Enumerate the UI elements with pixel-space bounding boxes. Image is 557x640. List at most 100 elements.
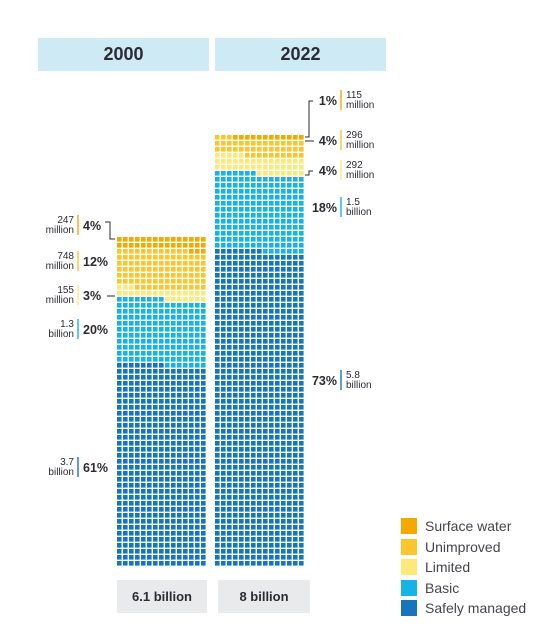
waffle-cell: [275, 207, 280, 212]
waffle-cell: [215, 279, 220, 284]
waffle-cell: [281, 459, 286, 464]
waffle-cell: [221, 315, 226, 320]
waffle-cell: [299, 345, 304, 350]
waffle-cell: [123, 501, 128, 506]
waffle-cell: [269, 183, 274, 188]
waffle-cell: [215, 411, 220, 416]
waffle-cell: [165, 237, 170, 242]
waffle-cell: [257, 345, 262, 350]
waffle-cell: [183, 555, 188, 560]
waffle-cell: [183, 375, 188, 380]
waffle-cell: [269, 561, 274, 566]
waffle-cell: [129, 393, 134, 398]
waffle-cell: [251, 465, 256, 470]
waffle-cell: [215, 201, 220, 206]
waffle-cell: [245, 543, 250, 548]
waffle-cell: [215, 135, 220, 140]
waffle-cell: [227, 381, 232, 386]
waffle-cell: [195, 483, 200, 488]
waffle-cell: [153, 417, 158, 422]
waffle-cell: [141, 405, 146, 410]
waffle-cell: [287, 147, 292, 152]
waffle-cell: [299, 261, 304, 266]
waffle-cell: [147, 447, 152, 452]
waffle-cell: [189, 429, 194, 434]
waffle-cell: [177, 453, 182, 458]
amount-2000-basic-unit: billion: [48, 329, 74, 340]
waffle-cell: [293, 387, 298, 392]
waffle-cell: [299, 363, 304, 368]
waffle-cell: [233, 477, 238, 482]
waffle-cell: [257, 177, 262, 182]
waffle-cell: [299, 549, 304, 554]
percent-2000-basic: 20%: [83, 323, 108, 337]
waffle-cell: [201, 543, 206, 548]
waffle-cell: [299, 429, 304, 434]
waffle-cell: [221, 393, 226, 398]
waffle-cell: [117, 309, 122, 314]
waffle-cell: [183, 405, 188, 410]
waffle-cell: [153, 375, 158, 380]
waffle-cell: [171, 465, 176, 470]
waffle-cell: [293, 279, 298, 284]
waffle-cell: [269, 321, 274, 326]
amount-2022-unimproved-unit: million: [346, 140, 374, 151]
waffle-cell: [141, 309, 146, 314]
waffle-cell: [117, 327, 122, 332]
waffle-cell: [251, 435, 256, 440]
waffle-cell: [215, 537, 220, 542]
waffle-cell: [153, 333, 158, 338]
waffle-cell: [251, 513, 256, 518]
waffle-cell: [117, 399, 122, 404]
waffle-cell: [227, 537, 232, 542]
waffle-cell: [299, 387, 304, 392]
waffle-cell: [263, 321, 268, 326]
waffle-cell: [287, 159, 292, 164]
waffle-cell: [269, 315, 274, 320]
waffle-cell: [221, 285, 226, 290]
waffle-cell: [233, 141, 238, 146]
waffle-cell: [299, 537, 304, 542]
waffle-cell: [201, 333, 206, 338]
waffle-cell: [221, 333, 226, 338]
waffle-cell: [141, 531, 146, 536]
waffle-cell: [275, 183, 280, 188]
waffle-cell: [129, 297, 134, 302]
waffle-cell: [281, 489, 286, 494]
waffle-cell: [287, 525, 292, 530]
waffle-cell: [189, 405, 194, 410]
waffle-cell: [221, 249, 226, 254]
waffle-cell: [201, 411, 206, 416]
waffle-cell: [221, 423, 226, 428]
waffle-cell: [269, 549, 274, 554]
waffle-cell: [281, 201, 286, 206]
waffle-cell: [153, 465, 158, 470]
waffle-cell: [221, 159, 226, 164]
waffle-cell: [287, 273, 292, 278]
waffle-cell: [227, 447, 232, 452]
waffle-cell: [129, 453, 134, 458]
waffle-cell: [275, 171, 280, 176]
waffle-cell: [293, 447, 298, 452]
waffle-cell: [287, 543, 292, 548]
waffle-cell: [275, 327, 280, 332]
waffle-cell: [147, 339, 152, 344]
waffle-cell: [153, 501, 158, 506]
waffle-cell: [201, 291, 206, 296]
waffle-cell: [293, 537, 298, 542]
waffle-cell: [299, 399, 304, 404]
waffle-cell: [275, 369, 280, 374]
waffle-cell: [239, 393, 244, 398]
waffle-cell: [129, 273, 134, 278]
waffle-cell: [177, 483, 182, 488]
waffle-cell: [183, 309, 188, 314]
waffle-cell: [153, 261, 158, 266]
waffle-cell: [129, 351, 134, 356]
waffle-cell: [263, 543, 268, 548]
waffle-cell: [299, 303, 304, 308]
waffle-cell: [117, 555, 122, 560]
waffle-cell: [221, 543, 226, 548]
waffle-cell: [245, 555, 250, 560]
waffle-cell: [269, 267, 274, 272]
waffle-cell: [233, 453, 238, 458]
